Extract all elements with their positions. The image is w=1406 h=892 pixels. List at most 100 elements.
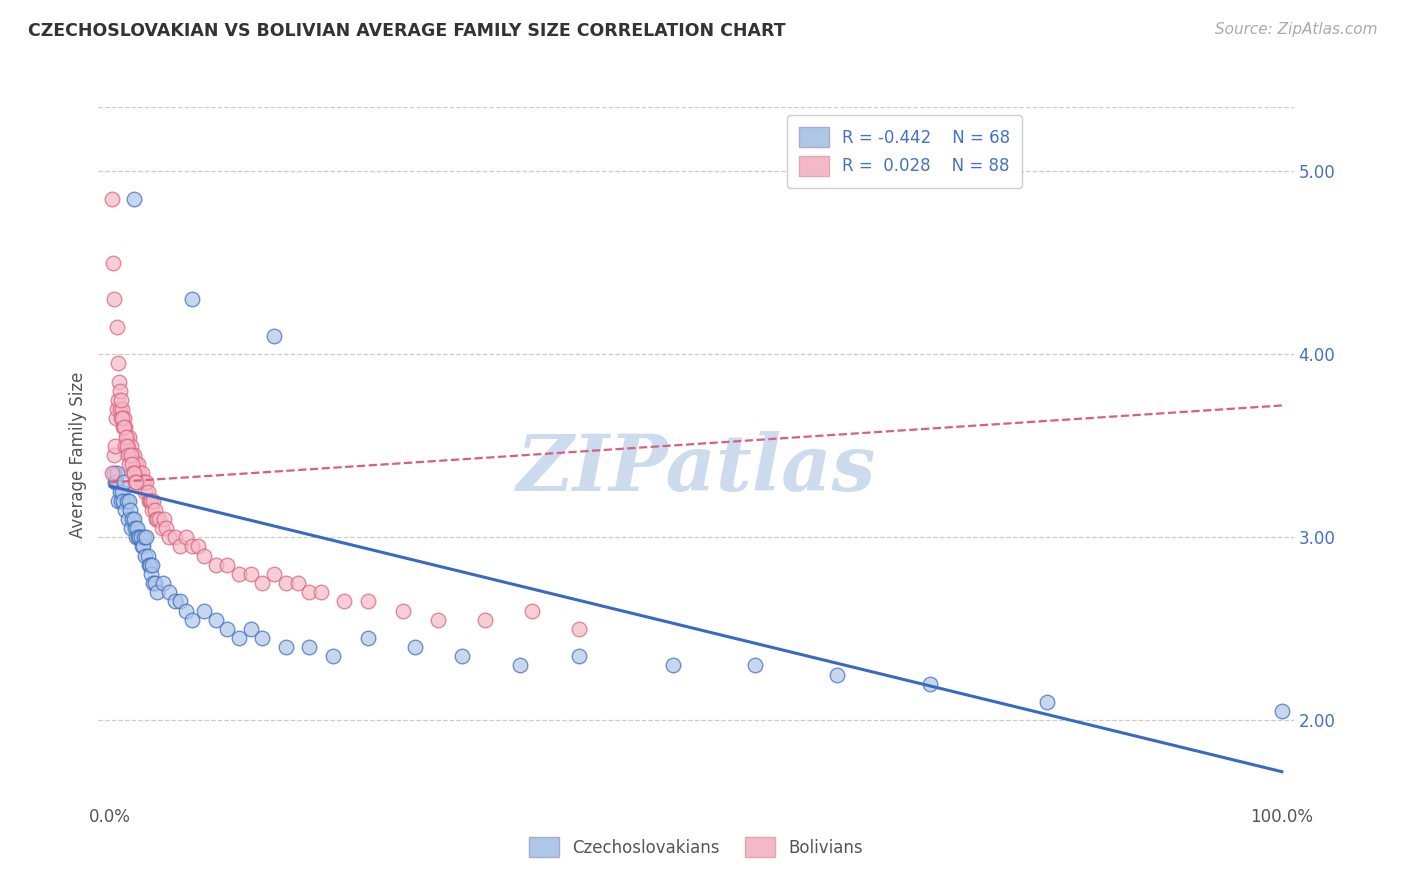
Point xyxy=(105,475,128,490)
Point xyxy=(135,475,157,490)
Point xyxy=(141,558,163,572)
Point xyxy=(111,484,134,499)
Point xyxy=(263,329,285,343)
Point xyxy=(112,420,135,434)
Point xyxy=(105,402,128,417)
Text: CZECHOSLOVAKIAN VS BOLIVIAN AVERAGE FAMILY SIZE CORRELATION CHART: CZECHOSLOVAKIAN VS BOLIVIAN AVERAGE FAMI… xyxy=(28,22,786,40)
Point xyxy=(169,594,191,608)
Point xyxy=(136,484,159,499)
Point xyxy=(108,384,131,398)
Point xyxy=(117,439,139,453)
Point xyxy=(132,475,155,490)
Point xyxy=(298,640,321,655)
Point xyxy=(181,613,204,627)
Point xyxy=(120,448,142,462)
Point xyxy=(118,457,141,471)
Point xyxy=(142,576,165,591)
Point xyxy=(252,631,274,645)
Point xyxy=(136,549,159,563)
Point xyxy=(357,631,380,645)
Point xyxy=(228,631,250,645)
Point xyxy=(111,402,134,417)
Point xyxy=(357,594,380,608)
Point xyxy=(193,549,215,563)
Point xyxy=(107,392,129,407)
Point xyxy=(114,503,136,517)
Point xyxy=(121,448,143,462)
Point xyxy=(114,420,136,434)
Point xyxy=(108,484,131,499)
Point xyxy=(107,356,129,370)
Point xyxy=(1271,704,1294,718)
Point xyxy=(153,512,176,526)
Point xyxy=(169,540,191,554)
Point xyxy=(120,448,142,462)
Point xyxy=(141,566,163,581)
Point xyxy=(103,448,125,462)
Text: ZIPatlas: ZIPatlas xyxy=(516,431,876,507)
Point xyxy=(108,375,131,389)
Point xyxy=(110,411,132,425)
Point xyxy=(181,540,204,554)
Point xyxy=(115,439,138,453)
Point xyxy=(120,521,142,535)
Point xyxy=(131,467,153,481)
Point xyxy=(333,594,356,608)
Point xyxy=(404,640,426,655)
Y-axis label: Average Family Size: Average Family Size xyxy=(69,372,87,538)
Point xyxy=(110,392,132,407)
Point xyxy=(744,658,766,673)
Point xyxy=(143,576,166,591)
Point xyxy=(204,613,226,627)
Point xyxy=(568,622,591,636)
Point xyxy=(142,493,165,508)
Point xyxy=(141,503,163,517)
Point xyxy=(115,493,138,508)
Point xyxy=(825,667,848,681)
Point xyxy=(217,558,239,572)
Point xyxy=(105,319,128,334)
Point xyxy=(101,255,124,269)
Point xyxy=(239,566,262,581)
Point xyxy=(155,521,177,535)
Point xyxy=(132,540,155,554)
Point xyxy=(122,467,145,481)
Point xyxy=(157,585,180,599)
Point xyxy=(181,293,204,307)
Point xyxy=(139,558,162,572)
Point xyxy=(187,540,209,554)
Legend: Czechoslovakians, Bolivians: Czechoslovakians, Bolivians xyxy=(523,830,869,864)
Point xyxy=(148,512,170,526)
Point xyxy=(661,658,683,673)
Point xyxy=(105,467,128,481)
Point xyxy=(101,467,124,481)
Point xyxy=(298,585,321,599)
Point xyxy=(193,603,215,617)
Point xyxy=(163,530,186,544)
Point xyxy=(104,475,127,490)
Point xyxy=(146,512,169,526)
Point xyxy=(392,603,415,617)
Point xyxy=(120,439,142,453)
Point xyxy=(103,293,125,307)
Point xyxy=(322,649,344,664)
Point xyxy=(204,558,226,572)
Point xyxy=(427,613,450,627)
Point xyxy=(120,503,142,517)
Point xyxy=(157,530,180,544)
Point xyxy=(128,467,150,481)
Point xyxy=(138,558,160,572)
Point xyxy=(152,576,174,591)
Point xyxy=(509,658,531,673)
Point xyxy=(450,649,472,664)
Point xyxy=(132,475,156,490)
Point xyxy=(112,493,135,508)
Point xyxy=(252,576,274,591)
Point xyxy=(122,192,145,206)
Point xyxy=(138,493,160,508)
Point xyxy=(1036,695,1059,709)
Point xyxy=(274,640,297,655)
Point xyxy=(309,585,332,599)
Point xyxy=(920,677,942,691)
Point xyxy=(124,475,146,490)
